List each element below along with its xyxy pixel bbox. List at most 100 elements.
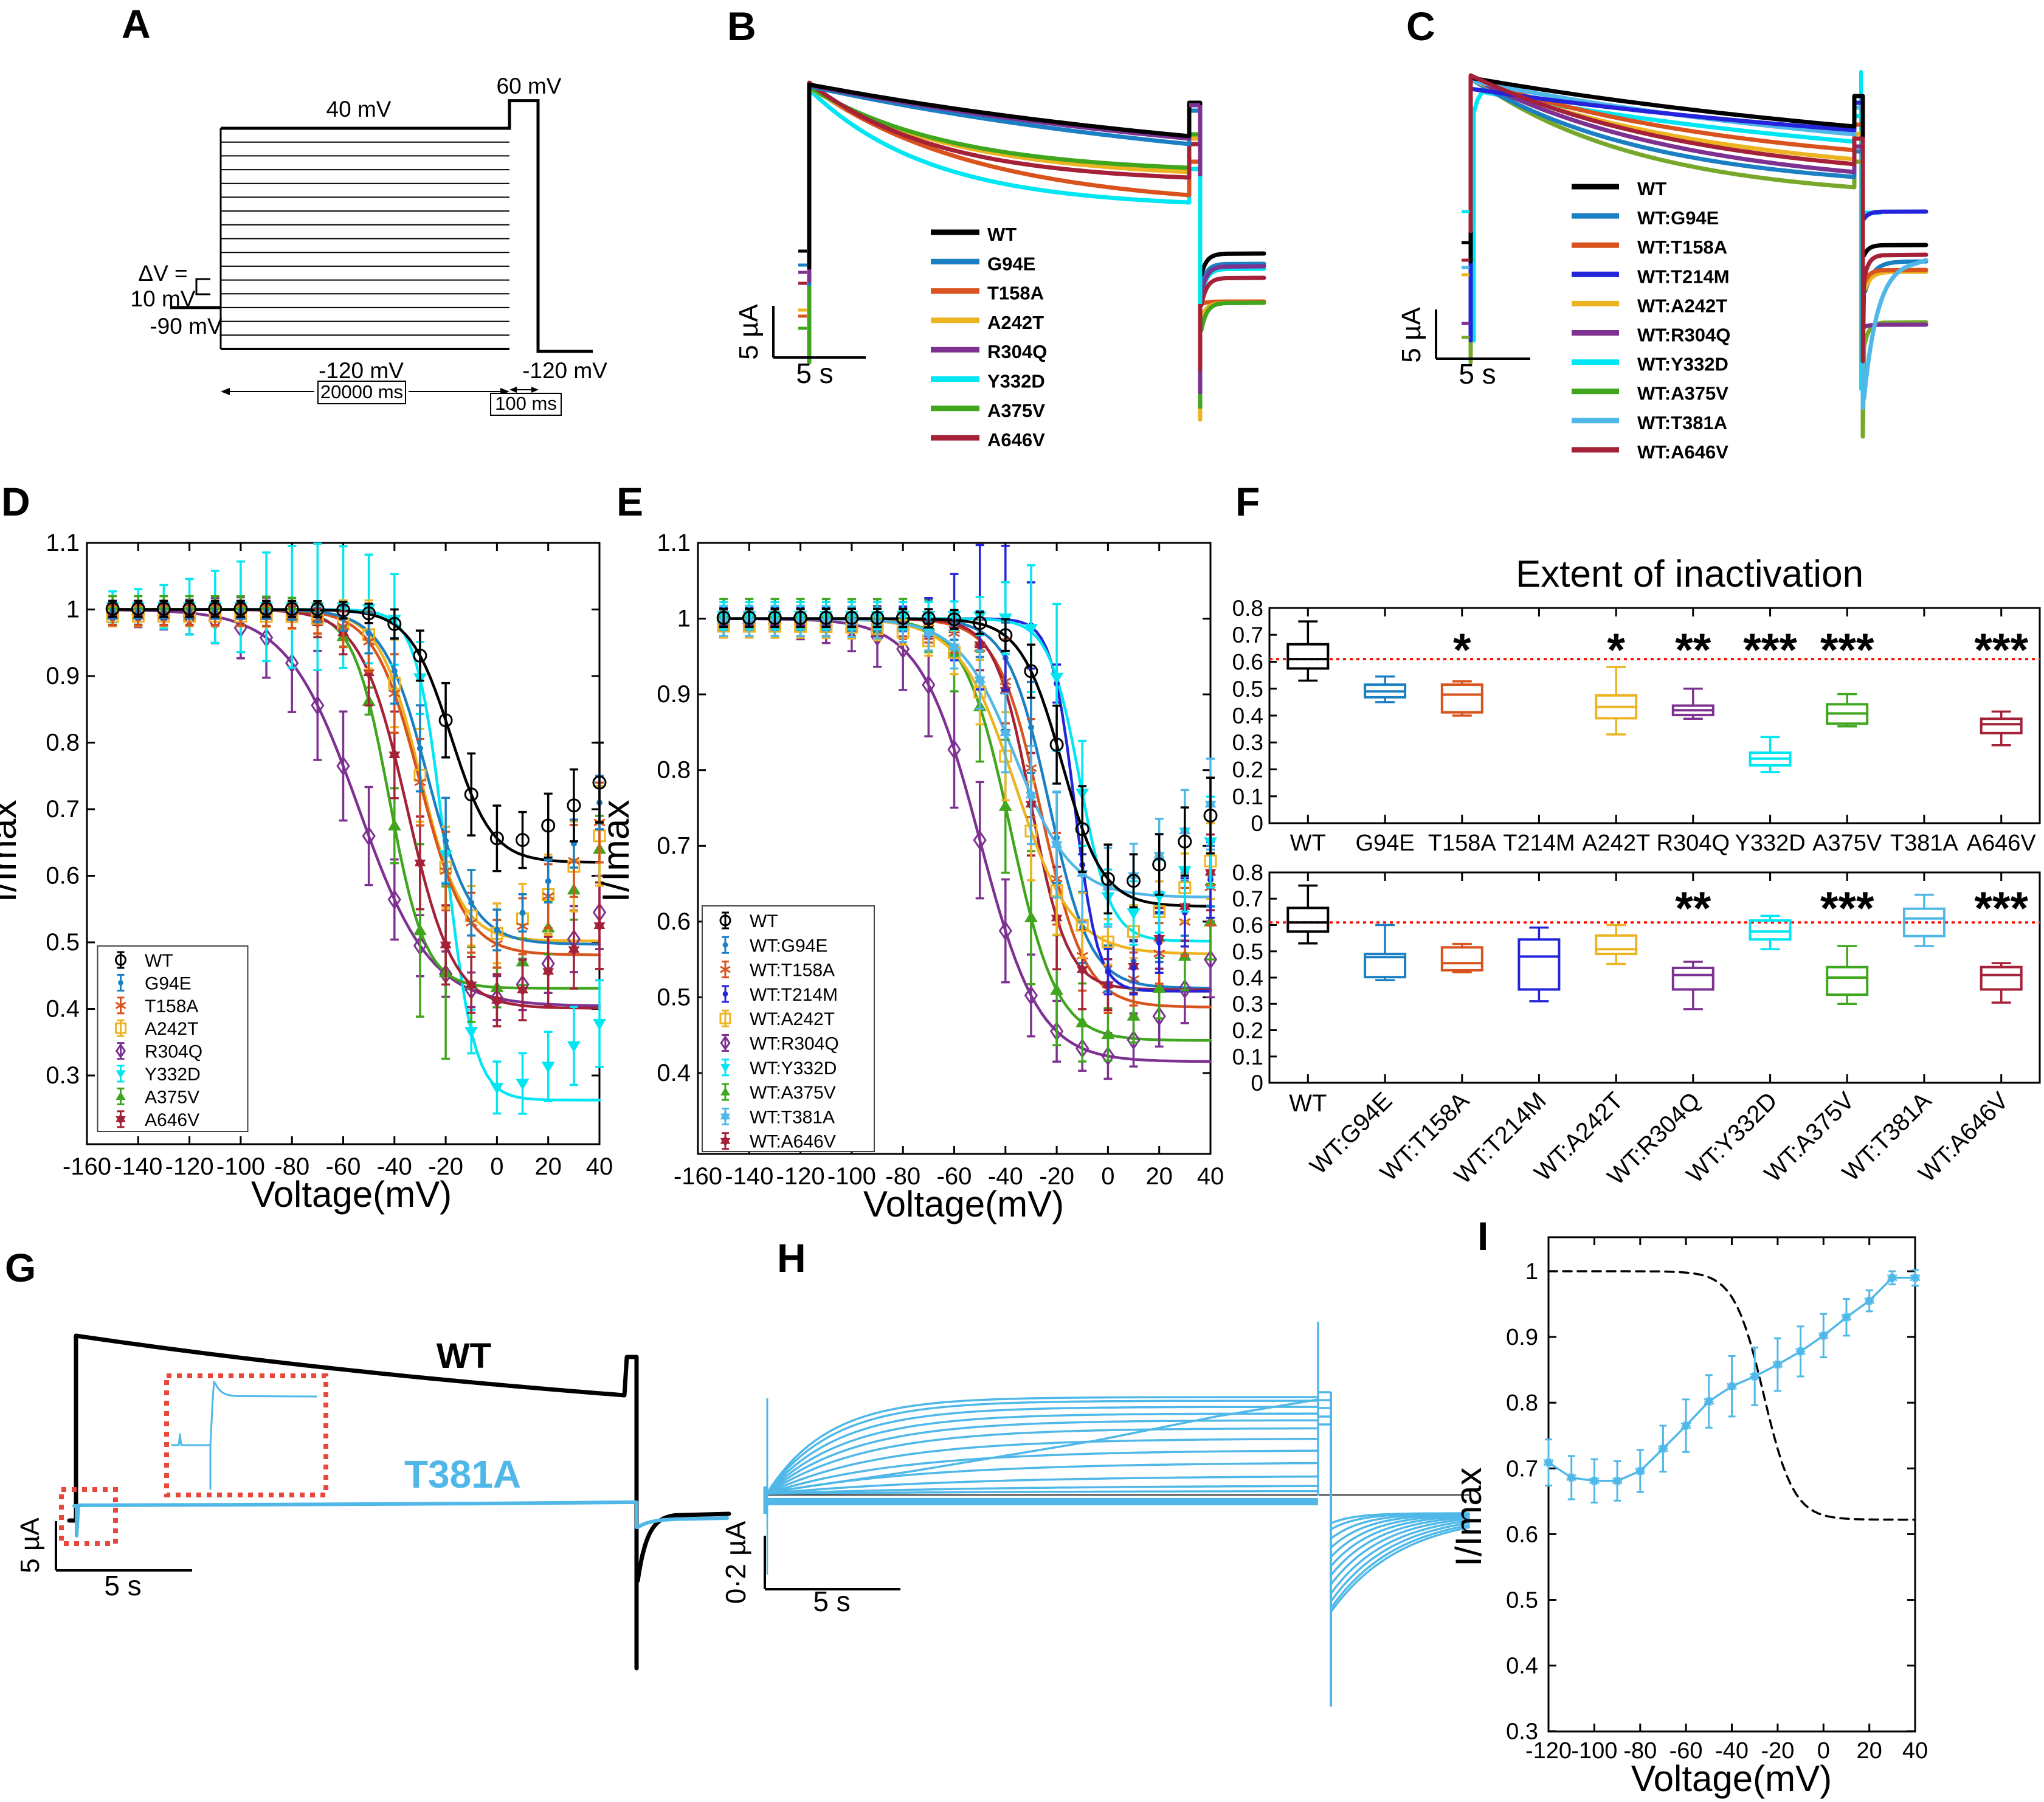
svg-text:5 s: 5 s: [796, 357, 833, 389]
svg-text:*: *: [1607, 624, 1625, 676]
svg-text:WT: WT: [987, 224, 1017, 245]
svg-text:0.2: 0.2: [1232, 758, 1263, 782]
svg-text:0: 0: [1817, 1738, 1830, 1764]
svg-text:WT:T158A: WT:T158A: [1637, 236, 1727, 258]
svg-text:A242T: A242T: [145, 1019, 198, 1039]
svg-text:40 mV: 40 mV: [326, 97, 392, 122]
svg-text:0.6: 0.6: [1232, 650, 1263, 675]
svg-text:I: I: [1477, 1213, 1488, 1258]
svg-text:G: G: [5, 1245, 36, 1290]
svg-text:0: 0: [1101, 1163, 1114, 1190]
svg-text:***: ***: [1974, 883, 2028, 934]
svg-text:T158A: T158A: [1428, 830, 1497, 856]
svg-text:A242T: A242T: [1582, 830, 1650, 856]
svg-text:-120 mV: -120 mV: [319, 358, 404, 383]
svg-text:-40: -40: [988, 1163, 1023, 1190]
svg-text:-20: -20: [428, 1153, 463, 1180]
svg-text:-140: -140: [725, 1163, 773, 1190]
svg-text:A375V: A375V: [145, 1087, 199, 1107]
svg-text:Y332D: Y332D: [1735, 830, 1805, 856]
svg-text:I/Imax: I/Imax: [1448, 1467, 1489, 1566]
svg-text:-120 mV: -120 mV: [522, 358, 607, 383]
svg-text:0.9: 0.9: [46, 663, 80, 689]
svg-text:T158A: T158A: [145, 996, 198, 1017]
svg-text:-120: -120: [165, 1153, 214, 1180]
svg-text:40: 40: [1197, 1163, 1224, 1190]
svg-text:0.3: 0.3: [46, 1062, 80, 1089]
svg-text:-80: -80: [274, 1153, 309, 1180]
svg-text:WT: WT: [437, 1336, 491, 1376]
svg-text:-60: -60: [326, 1153, 361, 1180]
svg-text:R304Q: R304Q: [145, 1042, 202, 1062]
svg-text:0.5: 0.5: [46, 929, 80, 956]
svg-text:WT:A375V: WT:A375V: [1637, 383, 1728, 404]
svg-text:WT:A242T: WT:A242T: [750, 1009, 835, 1029]
svg-text:A646V: A646V: [145, 1110, 199, 1130]
svg-text:0.4: 0.4: [1232, 965, 1263, 990]
svg-text:0.8: 0.8: [46, 730, 80, 756]
svg-text:Y332D: Y332D: [987, 371, 1045, 392]
svg-text:WT:T214M: WT:T214M: [1637, 266, 1730, 287]
svg-text:WT:A646V: WT:A646V: [750, 1132, 836, 1152]
svg-text:5 µA: 5 µA: [1397, 307, 1426, 363]
svg-text:E: E: [616, 479, 643, 524]
svg-text:WT: WT: [1289, 1090, 1327, 1117]
svg-text:WT:G94E: WT:G94E: [1637, 207, 1719, 229]
svg-text:A: A: [122, 1, 151, 46]
svg-text:20: 20: [534, 1153, 562, 1180]
svg-text:Voltage(mV): Voltage(mV): [1631, 1758, 1832, 1799]
svg-text:-90 mV: -90 mV: [150, 314, 223, 339]
svg-text:WT: WT: [750, 911, 778, 931]
svg-text:WT:T214M: WT:T214M: [750, 985, 838, 1005]
svg-text:*: *: [1453, 624, 1471, 676]
svg-text:WT:A375V: WT:A375V: [750, 1083, 836, 1103]
svg-text:R304Q: R304Q: [1657, 830, 1730, 856]
svg-text:-100: -100: [1571, 1738, 1617, 1764]
svg-text:WT:A242T: WT:A242T: [1637, 295, 1727, 316]
svg-text:10 mV: 10 mV: [131, 286, 196, 311]
svg-text:20: 20: [1857, 1738, 1882, 1764]
svg-text:0.8: 0.8: [1232, 860, 1263, 885]
svg-text:0.7: 0.7: [657, 832, 691, 859]
svg-text:T158A: T158A: [987, 283, 1044, 304]
svg-text:20000 ms: 20000 ms: [320, 381, 403, 402]
svg-text:-40: -40: [1715, 1738, 1749, 1764]
svg-text:5 s: 5 s: [813, 1586, 850, 1617]
svg-text:-160: -160: [674, 1163, 722, 1190]
svg-text:0: 0: [490, 1153, 503, 1180]
svg-text:-20: -20: [1761, 1738, 1794, 1764]
svg-text:-120: -120: [1525, 1738, 1572, 1764]
svg-text:0: 0: [1251, 1071, 1263, 1096]
svg-text:0.7: 0.7: [1232, 623, 1263, 647]
svg-text:-80: -80: [885, 1163, 920, 1190]
svg-text:1.1: 1.1: [657, 530, 691, 556]
svg-text:F: F: [1235, 479, 1260, 524]
svg-text:A242T: A242T: [987, 312, 1044, 333]
svg-text:0.6: 0.6: [657, 908, 691, 935]
svg-text:0.8: 0.8: [1232, 596, 1263, 621]
svg-text:T381A: T381A: [404, 1452, 521, 1496]
svg-text:0.3: 0.3: [1232, 992, 1263, 1017]
svg-text:5 s: 5 s: [1459, 358, 1496, 390]
svg-text:0.9: 0.9: [1506, 1325, 1538, 1350]
svg-text:60 mV: 60 mV: [497, 74, 562, 98]
svg-text:WT: WT: [1290, 830, 1326, 856]
svg-text:R304Q: R304Q: [987, 341, 1047, 362]
svg-text:1: 1: [1525, 1259, 1538, 1285]
svg-text:A646V: A646V: [1967, 830, 2037, 856]
svg-text:0.1: 0.1: [1232, 784, 1263, 809]
svg-text:5 s: 5 s: [104, 1570, 141, 1601]
svg-text:-60: -60: [937, 1163, 972, 1190]
svg-text:1: 1: [677, 606, 691, 632]
svg-text:1.1: 1.1: [46, 530, 80, 556]
svg-text:40: 40: [1902, 1738, 1928, 1764]
svg-text:G94E: G94E: [987, 253, 1035, 274]
svg-text:WT:Y332D: WT:Y332D: [1637, 354, 1728, 375]
svg-text:-100: -100: [216, 1153, 265, 1180]
svg-text:A375V: A375V: [1812, 830, 1882, 856]
svg-text:0.7: 0.7: [46, 796, 80, 823]
svg-text:0.5: 0.5: [1232, 939, 1263, 964]
svg-text:5 µA: 5 µA: [15, 1517, 45, 1573]
svg-text:WT:Y332D: WT:Y332D: [750, 1058, 837, 1079]
svg-text:Voltage(mV): Voltage(mV): [251, 1174, 452, 1215]
